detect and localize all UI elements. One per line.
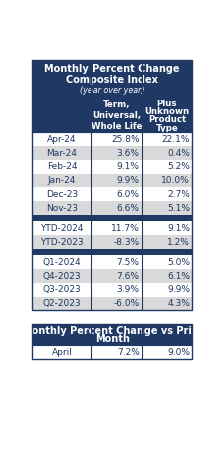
Bar — [32, 146, 92, 160]
Bar — [32, 297, 92, 311]
Bar — [32, 188, 92, 201]
Text: 6.6%: 6.6% — [117, 204, 140, 212]
Text: -6.0%: -6.0% — [113, 299, 140, 308]
Text: Month: Month — [95, 334, 130, 345]
Bar — [32, 256, 92, 269]
Bar — [32, 160, 92, 173]
Text: Composite Index: Composite Index — [66, 75, 158, 85]
Text: Monthly Percent Change: Monthly Percent Change — [44, 63, 180, 74]
Text: Apr-24: Apr-24 — [47, 135, 77, 144]
Text: 9.1%: 9.1% — [167, 224, 190, 233]
Text: Monthly Percent Change vs Prior: Monthly Percent Change vs Prior — [21, 326, 203, 336]
Text: 7.6%: 7.6% — [117, 272, 140, 281]
Text: 25.8%: 25.8% — [111, 135, 140, 144]
Text: Nov-23: Nov-23 — [46, 204, 78, 212]
Text: Universal,: Universal, — [92, 111, 141, 120]
Bar — [92, 173, 142, 188]
Bar — [92, 297, 142, 311]
Text: -8.3%: -8.3% — [113, 237, 140, 247]
Bar — [92, 221, 142, 235]
Text: 7.2%: 7.2% — [117, 348, 140, 357]
Text: YTD-2023: YTD-2023 — [40, 237, 84, 247]
Bar — [142, 188, 192, 201]
Bar — [142, 235, 192, 249]
Text: Mar-24: Mar-24 — [47, 149, 78, 157]
Bar — [92, 269, 142, 283]
Bar — [92, 345, 142, 359]
Bar — [32, 60, 192, 311]
Bar — [32, 60, 192, 99]
Bar — [92, 160, 142, 173]
Bar — [92, 201, 142, 215]
Bar — [32, 133, 92, 146]
Text: Jan-24: Jan-24 — [48, 176, 76, 185]
Text: 10.0%: 10.0% — [161, 176, 190, 185]
Text: 5.0%: 5.0% — [167, 258, 190, 267]
Text: Q3-2023: Q3-2023 — [43, 285, 81, 294]
Text: 3.9%: 3.9% — [117, 285, 140, 294]
Bar — [92, 188, 142, 201]
Text: Plus: Plus — [157, 99, 177, 108]
Bar — [32, 173, 92, 188]
Bar — [92, 133, 142, 146]
Text: Unknown: Unknown — [144, 107, 189, 116]
Bar — [32, 324, 192, 359]
Text: Q1-2024: Q1-2024 — [43, 258, 81, 267]
Bar — [32, 201, 92, 215]
Text: 2.7%: 2.7% — [167, 190, 190, 199]
Bar — [92, 146, 142, 160]
Text: 5.1%: 5.1% — [167, 204, 190, 212]
Text: 6.0%: 6.0% — [117, 190, 140, 199]
Bar — [32, 215, 192, 221]
Text: 6.1%: 6.1% — [167, 272, 190, 281]
Bar — [32, 235, 92, 249]
Bar — [142, 173, 192, 188]
Bar — [92, 283, 142, 297]
Text: 3.6%: 3.6% — [117, 149, 140, 157]
Bar — [142, 269, 192, 283]
Text: April: April — [51, 348, 72, 357]
Bar — [32, 283, 92, 297]
Text: 7.5%: 7.5% — [117, 258, 140, 267]
Bar — [142, 160, 192, 173]
Bar — [32, 324, 192, 345]
Bar — [142, 201, 192, 215]
Bar — [32, 221, 92, 235]
Text: Q2-2023: Q2-2023 — [43, 299, 81, 308]
Text: Feb-24: Feb-24 — [47, 162, 77, 171]
Text: (year over year): (year over year) — [80, 86, 145, 95]
Bar — [142, 345, 192, 359]
Text: Type: Type — [155, 124, 178, 133]
Text: 9.1%: 9.1% — [117, 162, 140, 171]
Bar — [142, 133, 192, 146]
Bar — [142, 146, 192, 160]
Text: Dec-23: Dec-23 — [46, 190, 78, 199]
Text: 9.9%: 9.9% — [167, 285, 190, 294]
Text: 11.7%: 11.7% — [111, 224, 140, 233]
Bar — [92, 235, 142, 249]
Text: 5.2%: 5.2% — [167, 162, 190, 171]
Bar — [32, 269, 92, 283]
Text: Product: Product — [148, 116, 186, 125]
Text: 0.4%: 0.4% — [167, 149, 190, 157]
Text: 1.2%: 1.2% — [167, 237, 190, 247]
Text: 9.0%: 9.0% — [167, 348, 190, 357]
Bar — [142, 283, 192, 297]
Text: 22.1%: 22.1% — [161, 135, 190, 144]
Bar — [142, 256, 192, 269]
Text: 9.9%: 9.9% — [117, 176, 140, 185]
Bar — [92, 256, 142, 269]
Bar — [32, 99, 192, 133]
Bar — [142, 297, 192, 311]
Text: YTD-2024: YTD-2024 — [40, 224, 84, 233]
Bar — [32, 249, 192, 256]
Text: 4.3%: 4.3% — [167, 299, 190, 308]
Bar — [32, 345, 92, 359]
Bar — [142, 221, 192, 235]
Text: Q4-2023: Q4-2023 — [43, 272, 81, 281]
Text: Whole Life: Whole Life — [91, 122, 142, 131]
Text: Term,: Term, — [103, 100, 130, 109]
